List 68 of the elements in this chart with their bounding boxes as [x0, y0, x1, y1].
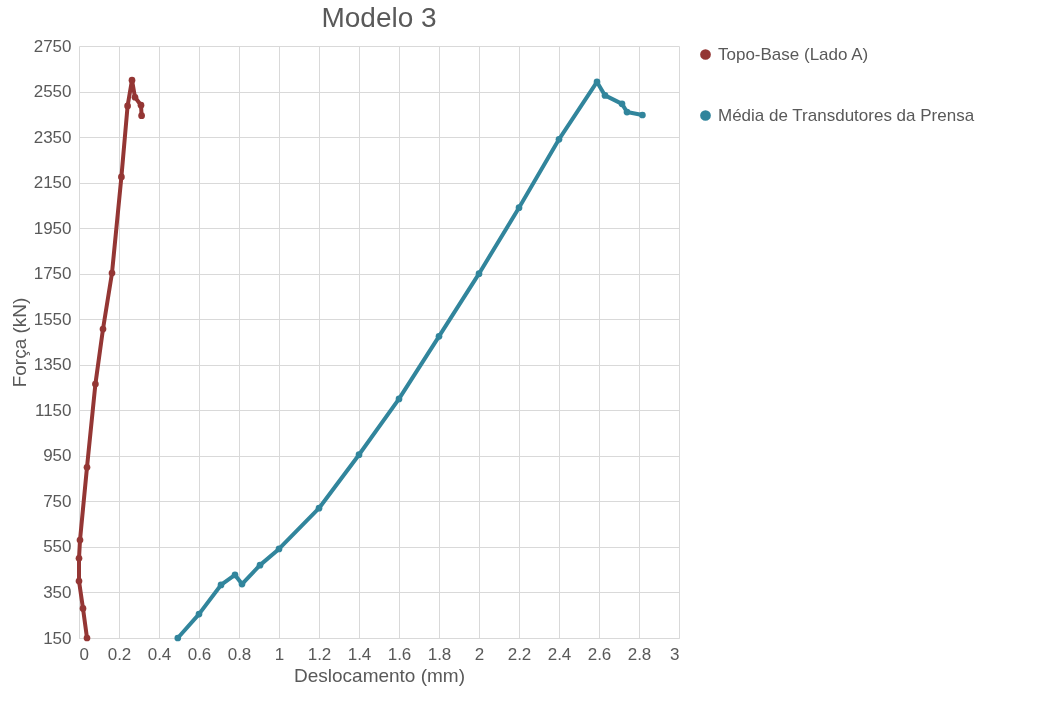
y-tick-label: 2750 [33, 36, 72, 56]
x-tick-label: 1.4 [347, 644, 372, 664]
point [435, 332, 443, 340]
legend-label: Média de Transdutores da Prensa [718, 105, 975, 125]
x-tick-label: 1.2 [307, 644, 332, 664]
point [118, 173, 125, 181]
y-tick-label: 1950 [33, 218, 72, 238]
point [217, 581, 225, 589]
x-tick-label: 2.4 [547, 644, 572, 664]
y-tick-label: 2350 [33, 127, 72, 147]
chart-title: Modelo 3 [321, 2, 437, 33]
point [138, 112, 145, 120]
y-tick-label: 550 [43, 537, 72, 557]
point [83, 634, 91, 642]
point [92, 380, 99, 388]
point [83, 463, 91, 471]
x-tick-label: 0 [79, 644, 89, 664]
point [79, 605, 87, 612]
point [355, 451, 363, 459]
point [475, 270, 483, 278]
y-tick-label: 1550 [33, 309, 72, 329]
point [315, 504, 323, 512]
x-tick-label: 1.8 [427, 644, 452, 664]
point [395, 395, 403, 403]
x-tick-label: 0.4 [147, 644, 172, 664]
point [256, 561, 264, 569]
x-tick-label: 0.6 [187, 644, 212, 664]
x-tick-label: 2.2 [507, 644, 532, 664]
point [515, 204, 523, 212]
y-axis-title: Força (kN) [8, 297, 30, 388]
point [131, 93, 139, 101]
y-tick-label: 1750 [33, 264, 72, 284]
point [108, 269, 116, 277]
x-tick-label: 3 [670, 644, 680, 664]
legend-label: Topo-Base (Lado A) [718, 44, 869, 64]
point [601, 92, 609, 99]
x-axis-title: Deslocamento (mm) [293, 664, 466, 686]
x-tick-label: 0.2 [107, 644, 132, 664]
point [75, 554, 83, 562]
x-tick-label: 1.6 [387, 644, 412, 664]
point [623, 108, 631, 116]
y-tick-label: 950 [43, 446, 72, 466]
point [75, 577, 83, 585]
point [128, 76, 136, 84]
point [76, 536, 84, 544]
point [555, 136, 563, 143]
y-tick-label: 1350 [33, 355, 72, 375]
point [238, 580, 246, 588]
point [174, 634, 182, 642]
point [618, 100, 626, 108]
y-tick-label: 750 [43, 491, 72, 511]
point [639, 111, 646, 119]
x-tick-label: 2.8 [627, 644, 652, 664]
y-tick-label: 150 [43, 628, 72, 648]
point [124, 102, 131, 110]
y-tick-label: 2150 [33, 173, 72, 193]
x-tick-label: 0.8 [227, 644, 252, 664]
point [275, 545, 283, 553]
point [195, 610, 203, 618]
x-tick-label: 2 [474, 644, 485, 664]
point [99, 325, 107, 333]
point [137, 101, 145, 109]
point [231, 571, 239, 579]
x-tick-label: 2.6 [587, 644, 612, 664]
y-tick-label: 2550 [33, 82, 72, 102]
x-tick-label: 1 [274, 644, 285, 664]
y-tick-label: 350 [43, 582, 72, 602]
y-tick-label: 1150 [34, 400, 72, 420]
